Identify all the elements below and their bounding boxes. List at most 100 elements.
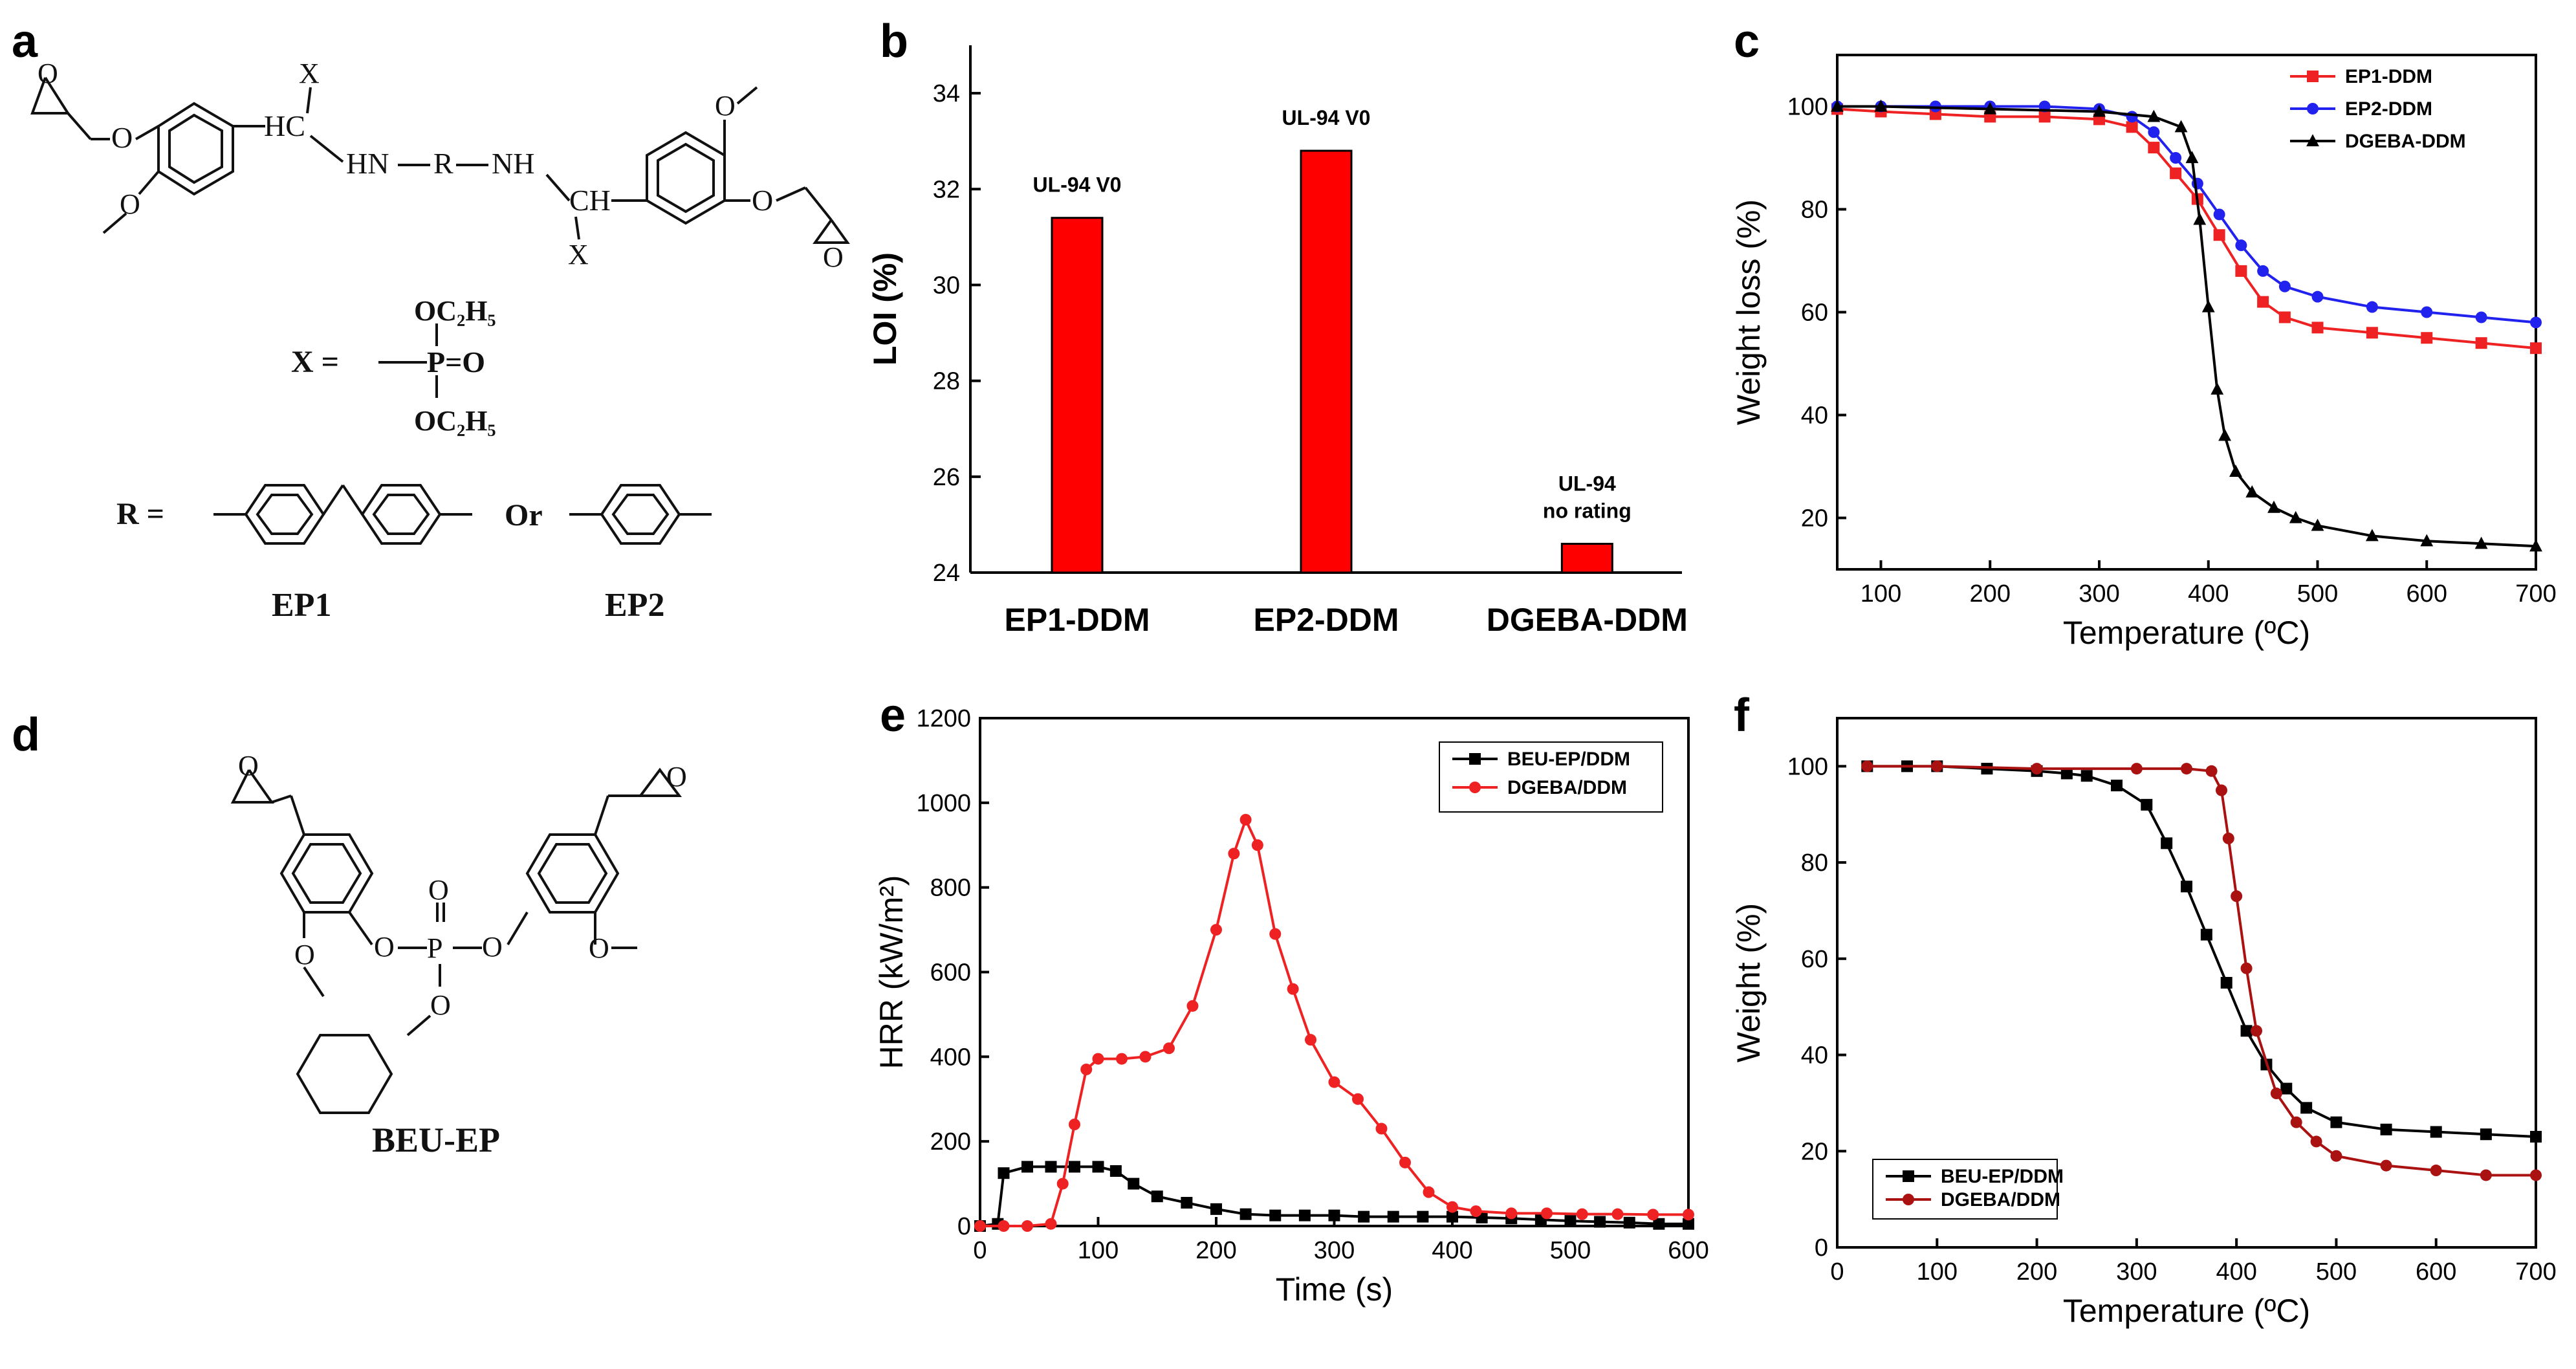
legend-marker [1469,782,1481,793]
data-point [1861,760,1873,772]
data-point [1305,1034,1316,1046]
data-point [2267,500,2280,513]
phosphate-p: P [427,932,442,964]
ether-o-left: O [111,121,133,154]
data-point [2235,239,2247,252]
data-point [1417,1210,1429,1223]
data-point [2080,770,2093,782]
legend-label: BEU-EP/DDM [1941,1166,2064,1187]
data-point [2161,837,2173,849]
data-point [2311,518,2324,531]
y-tick-label: 20 [1801,505,1828,532]
x-tick-label: 300 [1314,1237,1355,1264]
data-point [2480,1128,2492,1141]
legend-label: DGEBA/DDM [1941,1189,2060,1210]
data-point [2421,332,2433,344]
data-point [2181,763,2192,775]
phosphate-o-right: O [482,931,503,963]
ep-structure-diagram: O O O HC X HN R NH CH X O O [30,58,850,624]
phosphate-o-bottom: O [430,989,451,1021]
y-tick-label: 34 [933,80,960,107]
data-point [1092,1161,1104,1173]
data-point [2366,327,2378,339]
ch-group: CH [569,184,611,217]
y-tick-label: 40 [1801,1042,1828,1069]
data-point [2205,765,2218,777]
data-point [1375,1123,1388,1135]
data-point [2181,881,2192,893]
y-axis-label: HRR (kW/m²) [873,875,910,1069]
y-axis-label: Weight loss (%) [1730,199,1767,425]
data-point [1128,1177,1140,1190]
y-tick-label: 60 [1801,946,1828,973]
legend-label: EP2-DDM [2345,98,2432,120]
data-point [2213,208,2225,221]
data-point [2235,265,2247,277]
x-tick-label: 0 [973,1237,987,1264]
panel-letter-d: d [12,709,40,761]
legend-marker [1469,753,1481,765]
data-point [2529,539,2542,552]
data-point [2280,1082,2293,1095]
data-point [2185,151,2199,164]
data-point [1069,1119,1080,1130]
chart-c-tga-weight-loss: 100 200 300 400 500 600 700 20 40 60 80 100 Temperat… [1730,54,2557,651]
legend-box [1872,1159,2058,1220]
data-point [2380,1159,2392,1172]
x-tick-label: 700 [2515,1258,2556,1286]
data-point [2330,1150,2342,1162]
series-line-1 [1867,765,2536,1177]
series-line-1 [980,816,1688,1227]
y-tick-label: 1000 [916,790,971,817]
y-tick-label: 200 [930,1128,971,1155]
data-point [2170,152,2182,164]
y-tick-label: 100 [1787,94,1828,121]
data-point [2231,890,2243,903]
data-point [1163,1042,1175,1055]
y-axis-label: Weight (%) [1730,903,1767,1062]
data-point [2380,1123,2392,1135]
x-tick-label: 700 [2515,580,2556,608]
data-point [2141,798,2153,811]
data-point [2475,311,2487,323]
x-tick-label: 200 [2016,1258,2057,1286]
x-axis-label: Time (s) [1276,1271,1393,1308]
benzene-ring-d-right [525,833,620,914]
y-tick-label: 600 [930,959,971,987]
data-point [1269,1209,1282,1221]
data-point [1611,1208,1624,1220]
phenoxy-ring [296,1034,393,1114]
epoxide-ring-right: O [813,219,850,273]
bar-annotation: no rating [1543,499,1632,523]
data-point [1328,1076,1340,1088]
legend-marker [2307,71,2319,82]
data-point [2311,322,2324,334]
x-category-label: EP1-DDM [1004,602,1150,638]
y-tick-label: 40 [1801,402,1828,430]
bar-ep1-ddm [1051,217,1104,574]
data-point [998,1220,1010,1232]
panel-letter-f: f [1734,690,1750,741]
data-point [2111,780,2123,792]
data-point [2475,337,2487,349]
x-tick-label: 600 [2416,1258,2456,1286]
y-axis-label: LOI (%) [867,252,903,366]
data-point [2210,382,2224,395]
data-point [2060,767,2073,780]
data-point [2289,510,2302,523]
data-point [2213,229,2225,241]
y-tick-label: 0 [957,1213,971,1240]
data-point [1831,99,1844,112]
data-point [2147,109,2161,122]
data-point [1080,1063,1093,1075]
y-tick-label: 30 [933,272,960,299]
data-point [2278,280,2291,292]
data-point [2220,977,2232,989]
data-point [2300,1102,2313,1114]
x-tick-label: 100 [1861,580,1901,608]
x-axis-label: Temperature (ºC) [2063,1293,2310,1329]
data-point [2421,306,2433,318]
data-point [2031,763,2043,775]
